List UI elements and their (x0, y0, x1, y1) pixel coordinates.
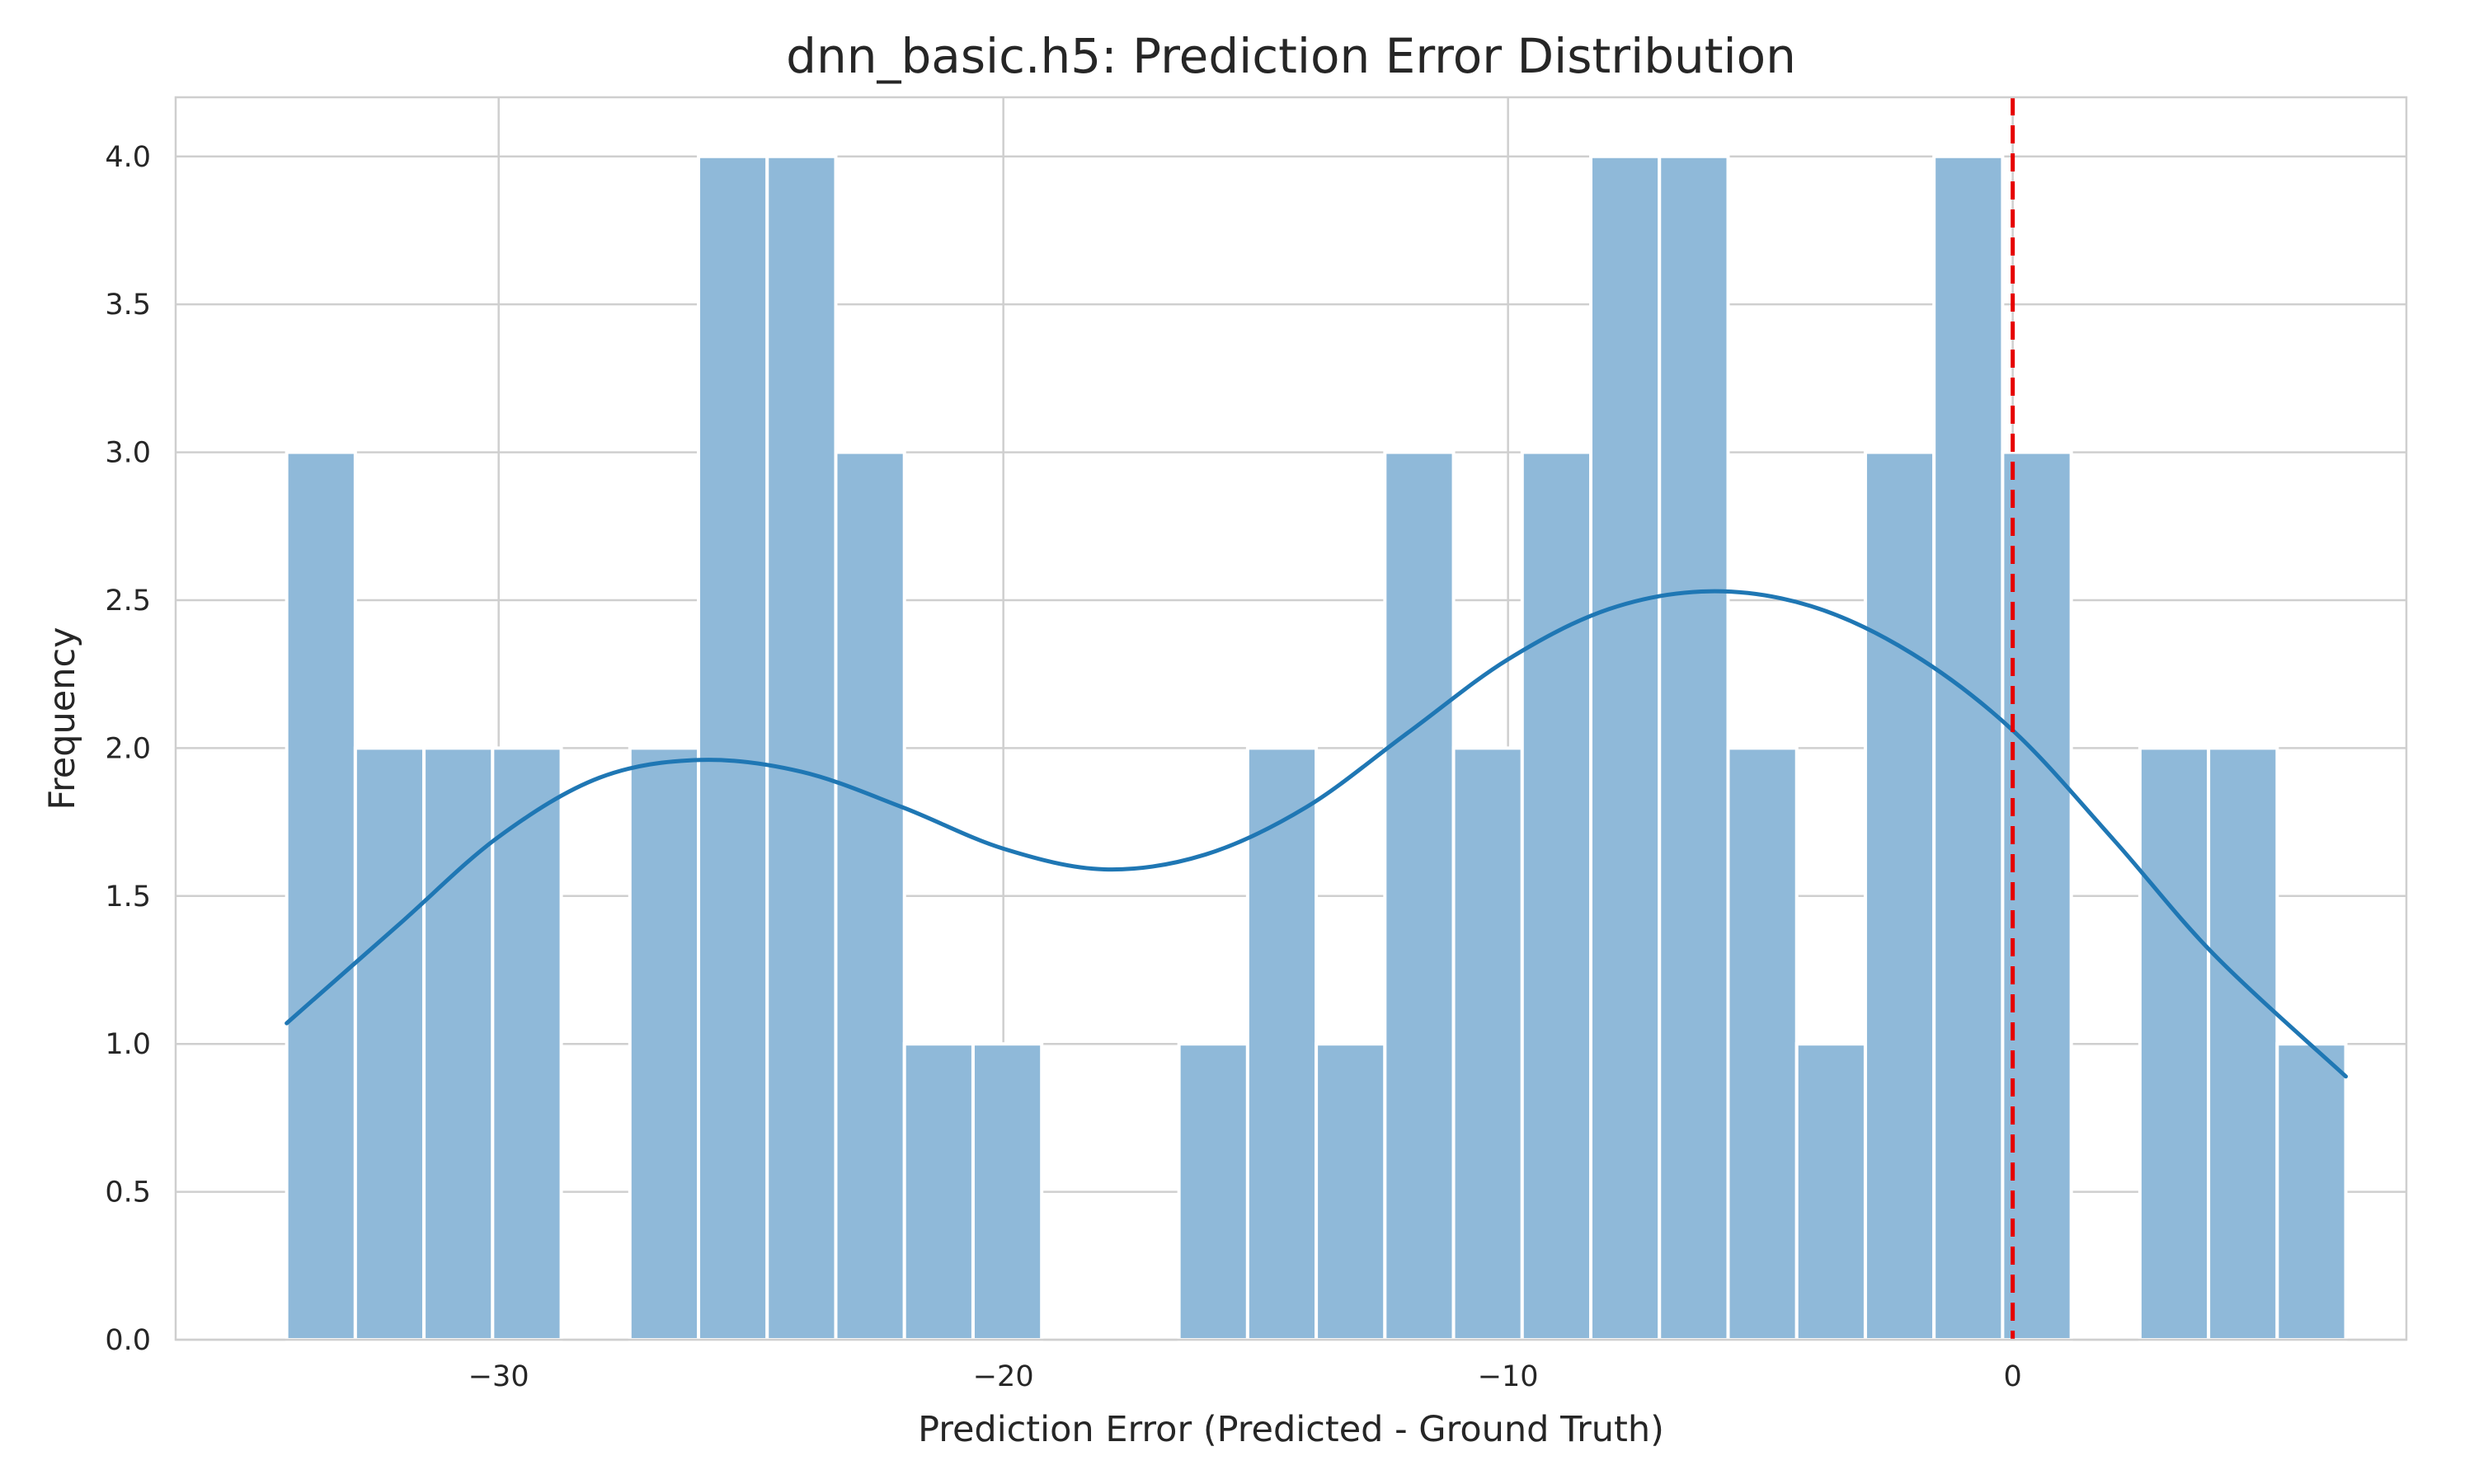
histogram-bar (1863, 450, 1936, 1341)
x-tick-label: 0 (2004, 1360, 2022, 1393)
histogram-bar (1520, 450, 1593, 1341)
histogram-bar (285, 450, 357, 1341)
histogram-bar (1658, 154, 1730, 1341)
y-tick-label: 3.0 (105, 437, 151, 470)
histogram-bars (285, 154, 2348, 1341)
plot-frame (174, 96, 2408, 1341)
y-tick-label: 3.5 (105, 289, 151, 322)
histogram-bar (834, 450, 906, 1341)
y-axis-label: Frequency (42, 627, 83, 810)
y-tick-label: 2.5 (105, 585, 151, 618)
histogram-bar (353, 746, 426, 1341)
y-tick-label: 1.0 (105, 1028, 151, 1061)
histogram-bar (491, 746, 563, 1341)
histogram-bar (1589, 154, 1662, 1341)
x-tick-labels: −30 −20 −10 0 (468, 1360, 2022, 1393)
histogram-bar (1932, 154, 2005, 1341)
histogram-bar (422, 746, 495, 1341)
histogram-bar (971, 1042, 1044, 1341)
histogram-bar (628, 746, 701, 1341)
x-tick-label: −10 (1478, 1360, 1539, 1393)
y-tick-label: 0.5 (105, 1176, 151, 1209)
y-tick-label: 1.5 (105, 881, 151, 913)
x-tick-label: −20 (973, 1360, 1034, 1393)
x-axis-label: Prediction Error (Predicted - Ground Tru… (918, 1409, 1664, 1450)
chart-title: dnn_basic.h5: Prediction Error Distribut… (786, 28, 1796, 84)
y-tick-label: 4.0 (105, 141, 151, 174)
histogram-bar (1451, 746, 1524, 1341)
histogram-bar (2207, 746, 2279, 1341)
y-tick-labels: 0.0 0.5 1.0 1.5 2.0 2.5 3.0 3.5 4.0 (105, 141, 151, 1357)
histogram-bar (1245, 746, 1319, 1341)
histogram-bar (1383, 450, 1456, 1341)
histogram-bar (1177, 1042, 1249, 1341)
histogram-bar (2275, 1042, 2348, 1341)
histogram-bar (902, 1042, 975, 1341)
histogram-bar (697, 154, 769, 1341)
x-tick-label: −30 (468, 1360, 529, 1393)
histogram-bar (2138, 746, 2211, 1341)
y-tick-label: 0.0 (105, 1324, 151, 1357)
histogram-bar (1794, 1042, 1867, 1341)
histogram-bar (1726, 746, 1799, 1341)
y-tick-label: 2.0 (105, 732, 151, 765)
histogram-bar (1315, 1042, 1387, 1341)
histogram-bar (765, 154, 838, 1341)
